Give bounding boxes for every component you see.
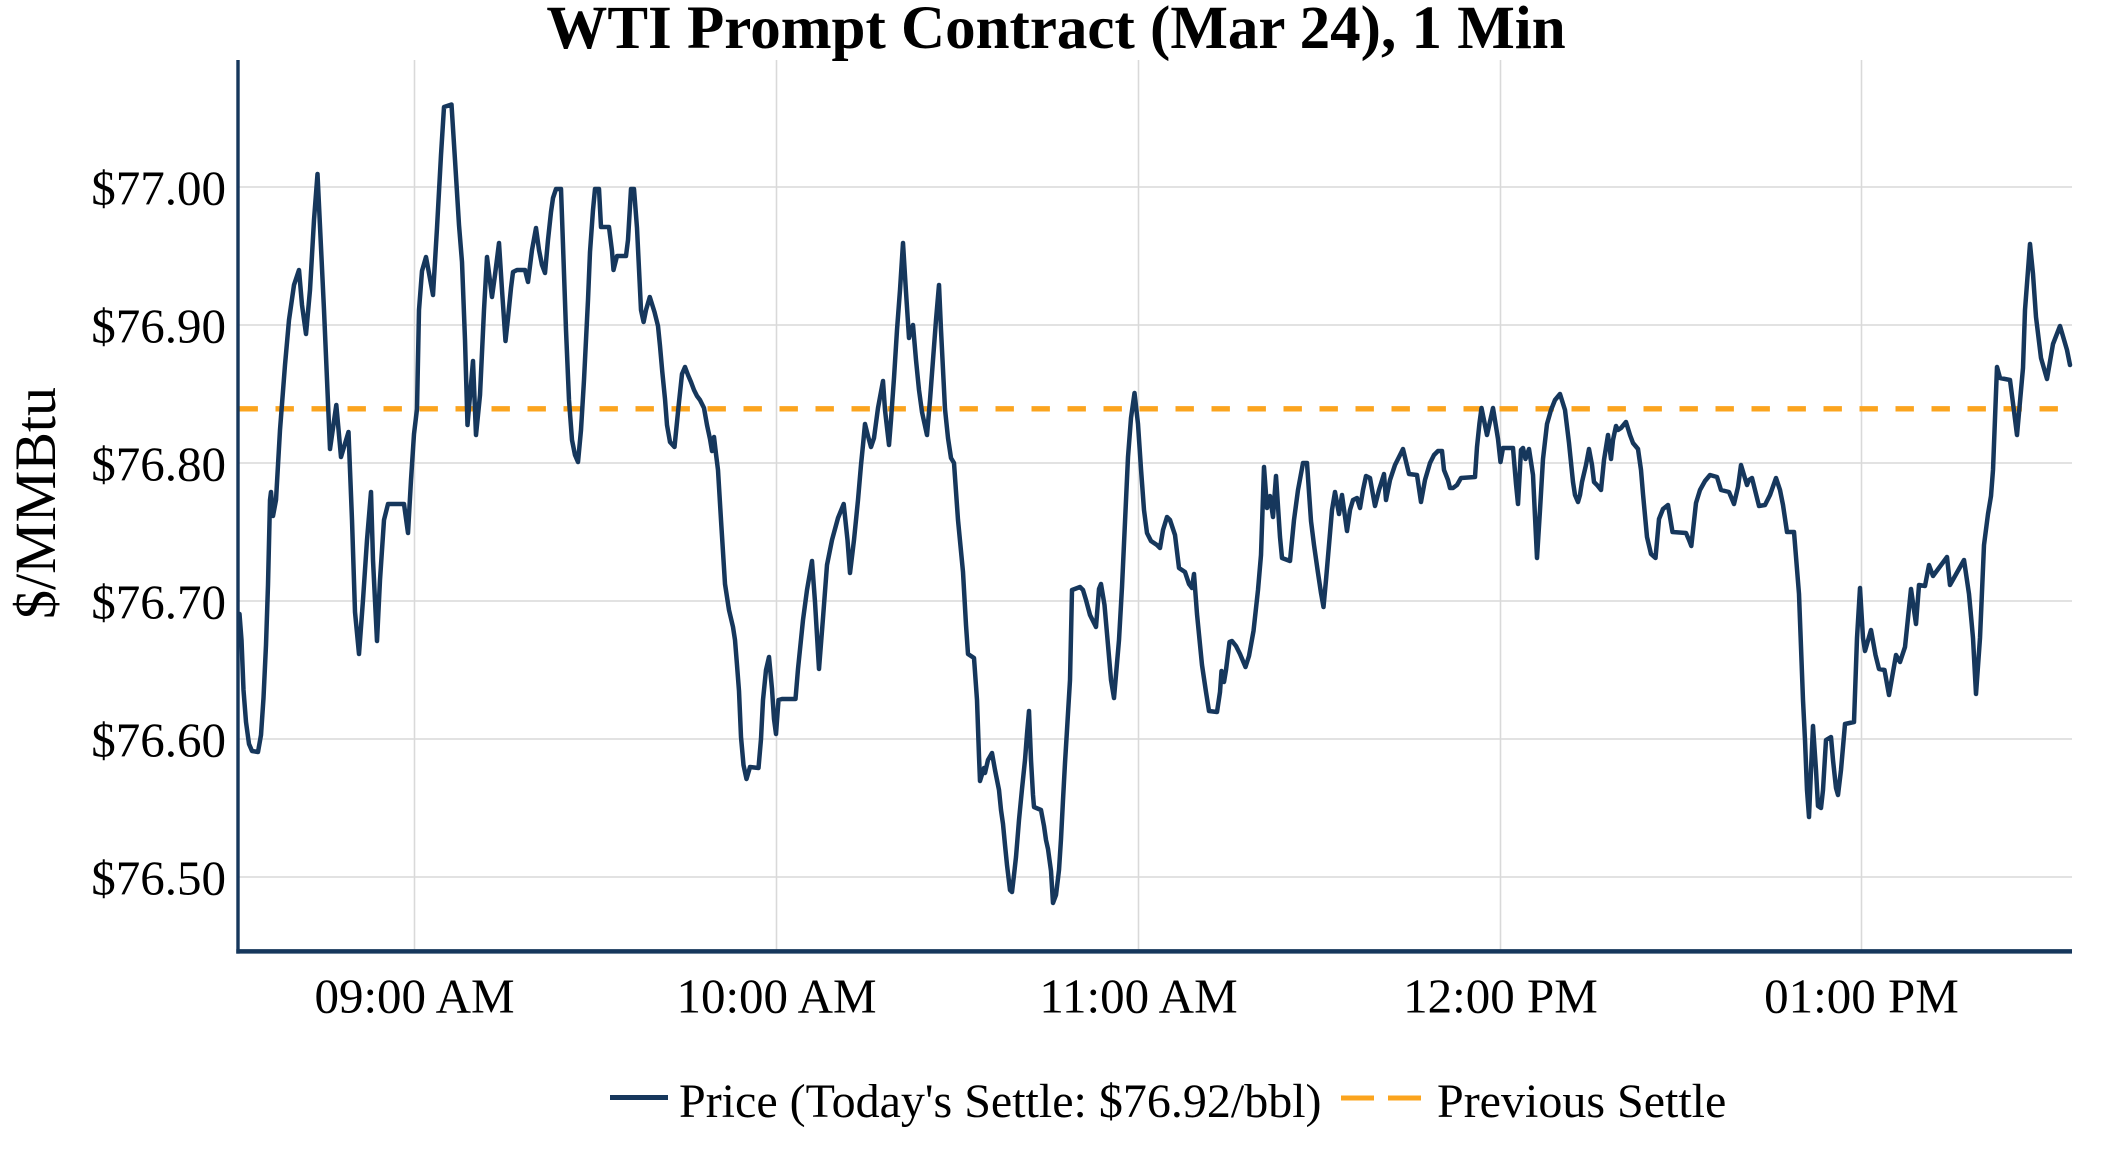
svg-text:WTI Prompt Contract (Mar 24),: WTI Prompt Contract (Mar 24), 1 Min: [546, 0, 1565, 62]
svg-text:$76.80: $76.80: [91, 437, 226, 492]
svg-text:$76.50: $76.50: [91, 851, 226, 906]
svg-text:01:00 PM: 01:00 PM: [1764, 969, 1959, 1024]
svg-text:$76.90: $76.90: [91, 299, 226, 354]
svg-text:$76.60: $76.60: [91, 713, 226, 768]
svg-text:12:00 PM: 12:00 PM: [1403, 969, 1598, 1024]
svg-text:09:00 AM: 09:00 AM: [314, 969, 514, 1024]
svg-text:$76.70: $76.70: [91, 575, 226, 630]
svg-text:11:00 AM: 11:00 AM: [1039, 969, 1237, 1024]
svg-text:$/MMBtu: $/MMBtu: [3, 387, 68, 619]
svg-text:Previous Settle: Previous Settle: [1437, 1075, 1726, 1128]
svg-text:Price (Today's Settle: $76.92/: Price (Today's Settle: $76.92/bbl): [679, 1075, 1322, 1128]
svg-text:$77.00: $77.00: [91, 161, 226, 216]
svg-text:10:00 AM: 10:00 AM: [676, 969, 876, 1024]
